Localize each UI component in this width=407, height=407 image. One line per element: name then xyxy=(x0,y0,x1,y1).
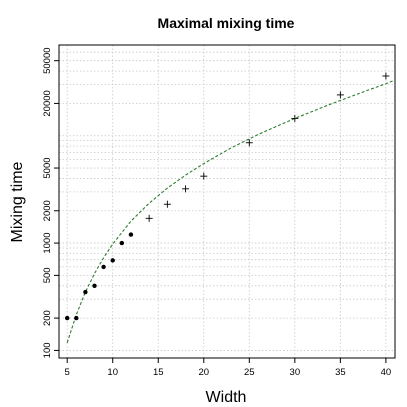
y-axis: 100 200 500 1000 2000 5000 20000 50000 xyxy=(42,47,59,358)
data-point-plus xyxy=(200,172,208,180)
x-tick-label: 15 xyxy=(153,367,164,378)
grid-lines xyxy=(59,45,395,358)
data-point-circle xyxy=(101,264,106,270)
fit-curve xyxy=(66,79,395,343)
data-point-plus xyxy=(145,214,153,222)
data-point-plus xyxy=(291,114,299,122)
data-point-circle xyxy=(83,289,88,295)
y-tick-label: 20000 xyxy=(42,90,53,116)
x-tick-label: 35 xyxy=(335,367,346,378)
y-tick-label: 500 xyxy=(42,267,53,283)
fit-curve-layer xyxy=(66,79,395,343)
data-point-plus xyxy=(163,200,171,208)
x-tick-label: 5 xyxy=(65,367,70,378)
data-point-circle xyxy=(128,232,134,237)
data-point-circle xyxy=(92,283,97,288)
y-tick-label: 100 xyxy=(42,342,53,358)
data-point-circle xyxy=(74,315,79,321)
data-point-plus xyxy=(382,72,390,80)
data-point-circle xyxy=(64,315,70,321)
x-tick-label: 10 xyxy=(107,367,118,378)
data-point-circle xyxy=(110,258,115,263)
y-tick-label: 1000 xyxy=(42,233,53,254)
data-point-plus xyxy=(245,139,253,147)
plot-frame xyxy=(58,44,396,359)
y-tick-label: 2000 xyxy=(42,200,53,221)
y-tick-label: 200 xyxy=(42,310,53,326)
y-tick-label: 50000 xyxy=(42,47,53,73)
x-axis: 5 10 15 20 25 30 35 40 xyxy=(65,358,392,378)
x-tick-label: 20 xyxy=(198,367,209,378)
data-point-plus xyxy=(336,91,344,99)
x-axis-label: Width xyxy=(206,389,247,406)
x-tick-label: 30 xyxy=(290,367,301,378)
y-axis-label: Mixing time xyxy=(9,161,26,242)
chart-title: Maximal mixing time xyxy=(158,15,295,31)
data-point-plus xyxy=(182,185,190,193)
x-tick-label: 40 xyxy=(381,367,392,378)
data-point-circle xyxy=(119,240,125,246)
data-points-layer xyxy=(64,72,390,321)
x-tick-label: 25 xyxy=(244,367,255,378)
y-tick-label: 5000 xyxy=(42,157,53,178)
